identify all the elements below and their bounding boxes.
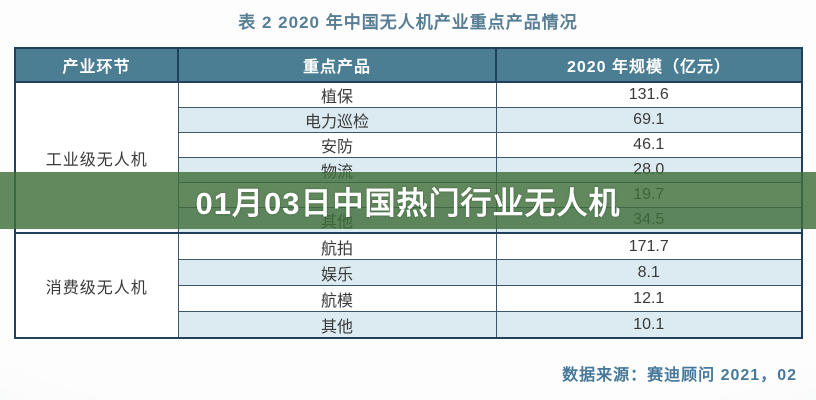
column-header-2020-scale: 2020 年规模（亿元） <box>495 47 803 83</box>
product-cell: 电力巡检 <box>177 107 497 133</box>
product-cell: 航拍 <box>177 232 497 260</box>
header-row: 产业环节 重点产品 2020 年规模（亿元） <box>14 47 803 83</box>
value-cell: 46.1 <box>495 132 803 158</box>
table-row: 电力巡检 69.1 <box>15 107 803 133</box>
table-row: 其他 10.1 <box>15 311 803 339</box>
product-cell: 植保 <box>177 81 497 108</box>
value-cell: 10.1 <box>495 311 803 339</box>
product-cell: 其他 <box>177 311 497 339</box>
table-title: 表 2 2020 年中国无人机产业重点产品情况 <box>238 13 578 32</box>
value-cell: 69.1 <box>495 107 803 133</box>
table-row: 航模 12.1 <box>15 285 803 312</box>
headline-text: 01月03日中国热门行业无人机 <box>195 186 621 221</box>
value-cell: 171.7 <box>495 232 803 260</box>
value-cell: 12.1 <box>495 285 803 312</box>
table-row: 安防 46.1 <box>15 132 803 158</box>
product-cell: 安防 <box>177 132 497 158</box>
value-cell: 131.6 <box>495 81 803 108</box>
table-row: 消费级无人机 航拍 171.7 <box>14 232 803 339</box>
column-header-industry-segment: 产业环节 <box>14 47 179 83</box>
value-cell: 8.1 <box>495 259 803 286</box>
column-header-key-product: 重点产品 <box>177 47 497 83</box>
product-cell: 航模 <box>177 285 497 312</box>
product-cell: 娱乐 <box>177 259 497 286</box>
table-row: 工业级无人机 植保 131.6 <box>14 81 803 234</box>
headline-overlay-banner: 01月03日中国热门行业无人机 <box>0 172 816 229</box>
category-cell-consumer: 消费级无人机 <box>14 232 179 339</box>
data-source-note: 数据来源：赛迪顾问 2021，02 <box>562 367 797 384</box>
